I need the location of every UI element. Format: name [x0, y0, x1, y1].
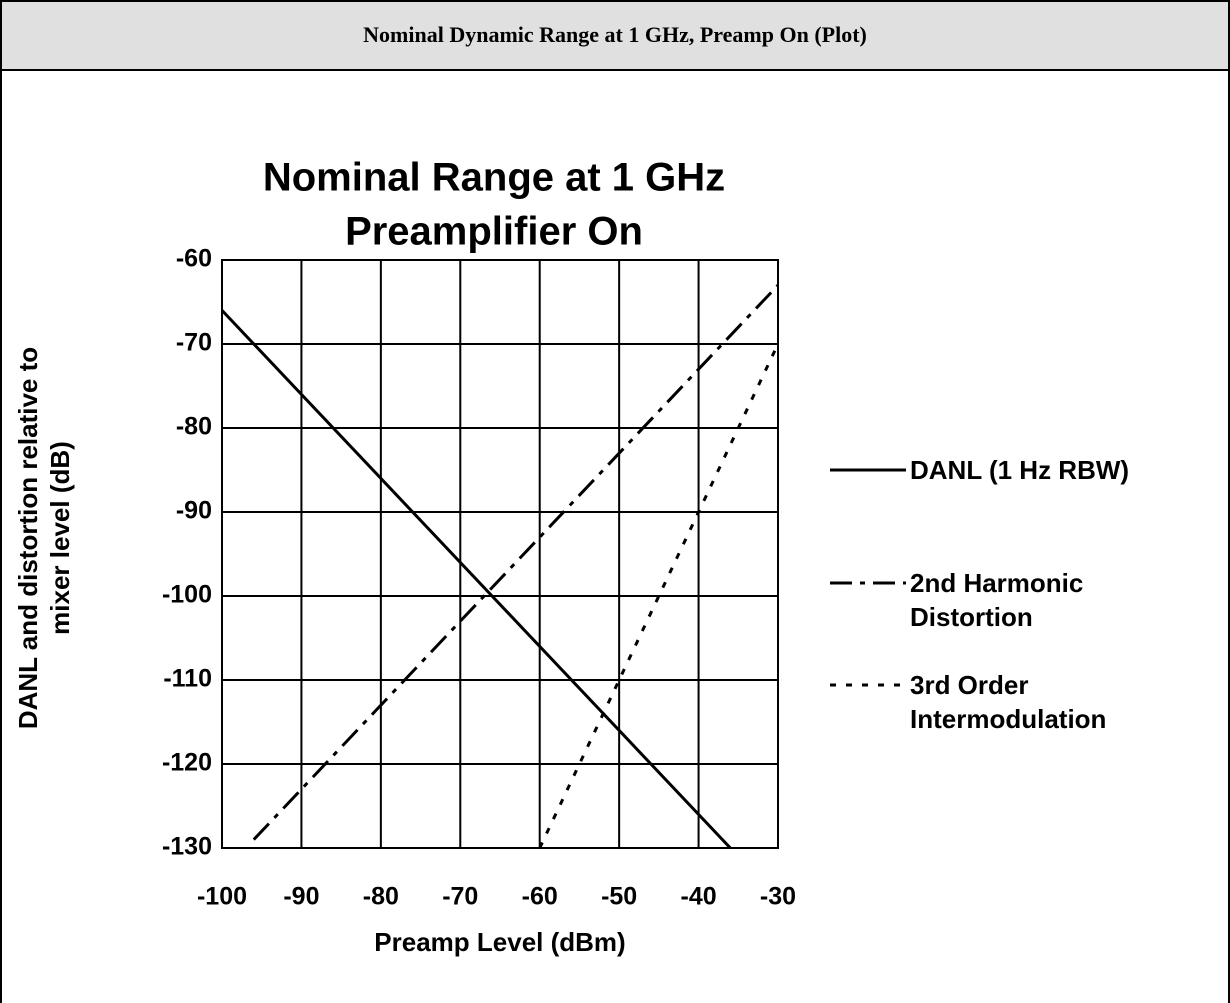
- x-tick-label: -70: [442, 883, 478, 911]
- x-tick-label: -80: [363, 883, 399, 911]
- y-axis-label: DANL and distortion relative to mixer lev…: [12, 258, 76, 818]
- x-tick-label: -90: [283, 883, 319, 911]
- header-title: Nominal Dynamic Range at 1 GHz, Preamp O…: [363, 22, 867, 47]
- x-tick-label: -50: [601, 883, 637, 911]
- plot-frame: [221, 259, 779, 849]
- y-axis-label-line: mixer level (dB): [45, 441, 75, 635]
- chart-title: Nominal Range at 1 GHz: [263, 156, 725, 200]
- y-tick-label: -80: [176, 413, 212, 441]
- y-tick-label: -100: [162, 581, 212, 609]
- legend-label: 3rd Order Intermodulation: [910, 670, 1107, 734]
- series-line: [538, 343, 780, 849]
- legend-label: DANL (1 Hz RBW): [910, 455, 1130, 485]
- y-tick-label: -110: [163, 665, 212, 693]
- chart-title: Preamplifier On: [345, 210, 643, 254]
- x-axis-label: Preamp Level (dBm): [374, 927, 625, 957]
- x-tick-label: -60: [522, 883, 558, 911]
- header-bar: [0, 0, 1230, 71]
- y-tick-label: -130: [162, 833, 212, 861]
- series-line: [220, 309, 732, 850]
- legend-label: 2nd Harmonic Distortion: [910, 568, 1084, 632]
- y-axis-label-line: DANL and distortion relative to: [13, 346, 43, 730]
- y-tick-label: -60: [176, 245, 212, 273]
- y-tick-label: -90: [176, 497, 212, 525]
- series-line: [252, 284, 780, 841]
- x-tick-label: -100: [197, 883, 247, 911]
- x-tick-label: -30: [760, 883, 796, 911]
- x-tick-label: -40: [681, 883, 717, 911]
- y-tick-label: -120: [162, 749, 212, 777]
- y-tick-label: -70: [176, 329, 212, 357]
